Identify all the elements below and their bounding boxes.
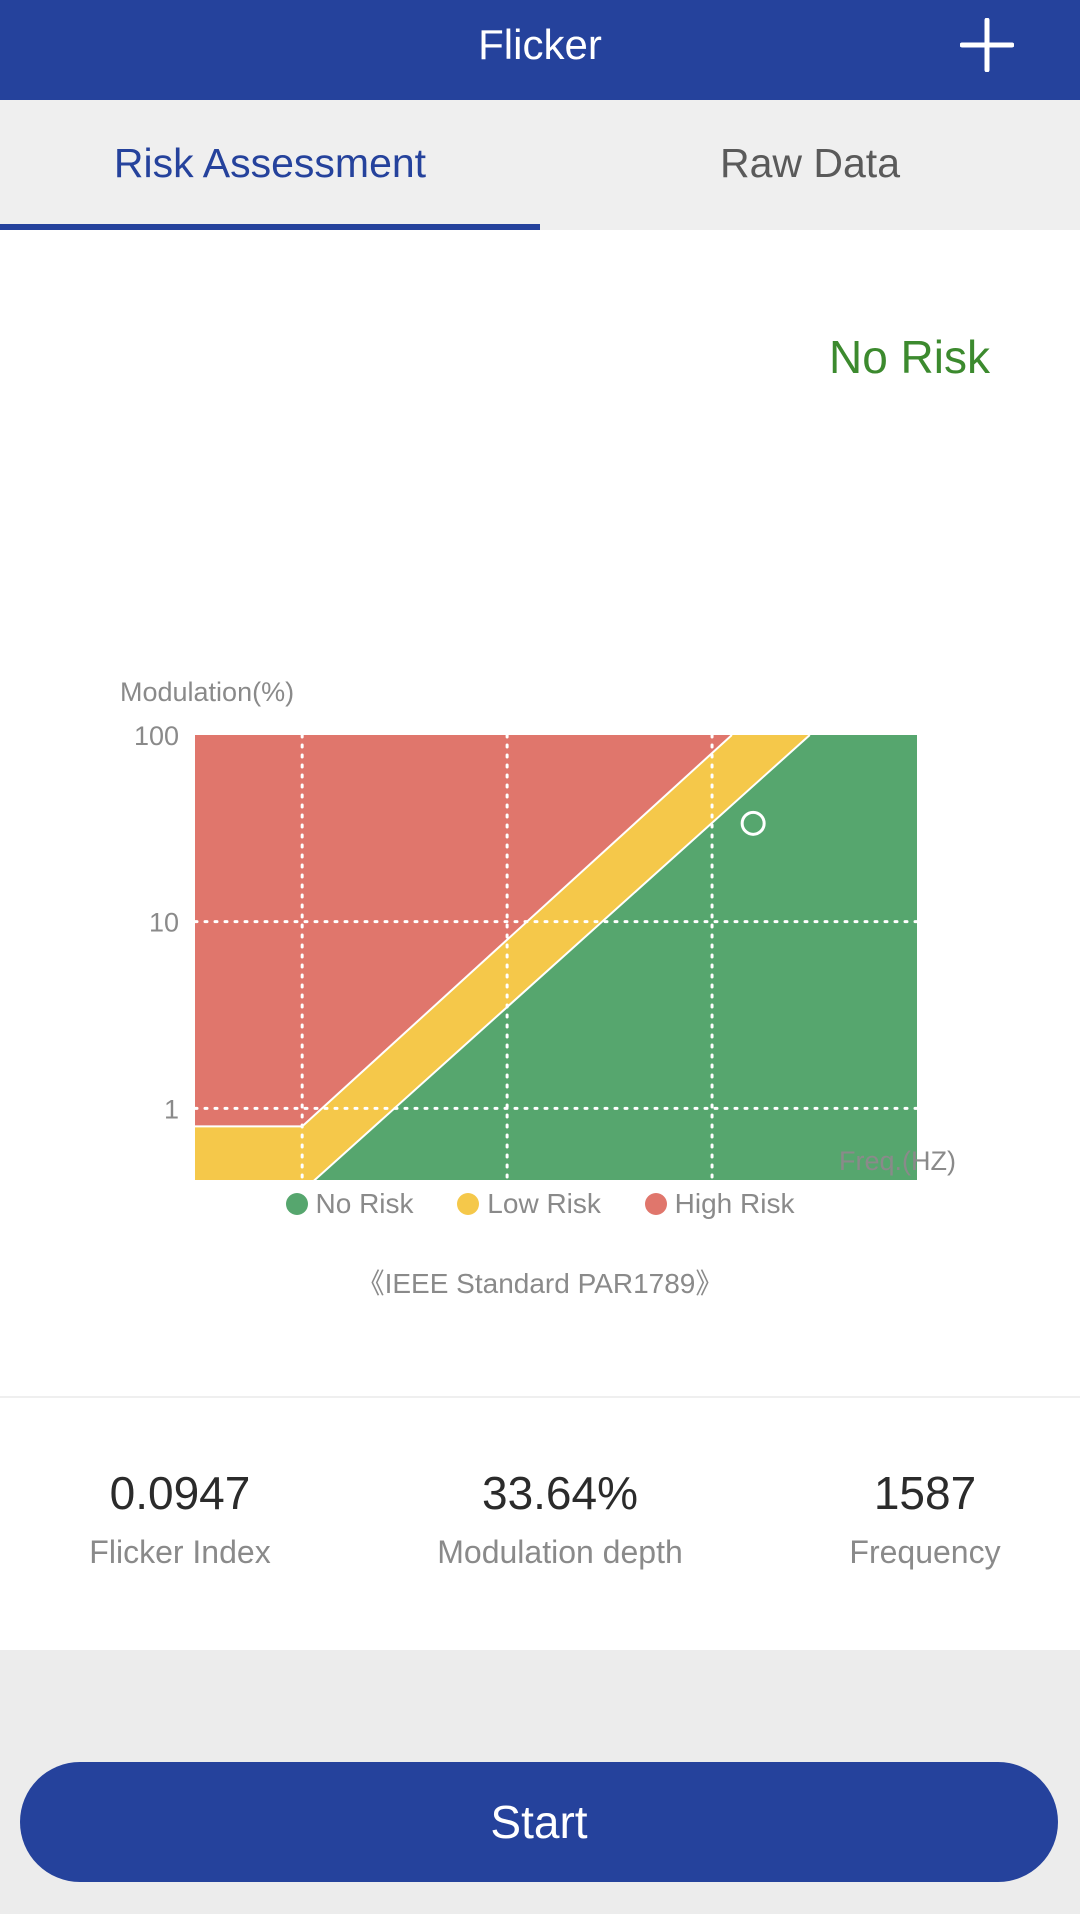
app-header: Flicker [0, 0, 1080, 100]
low-risk-region [195, 735, 810, 1180]
y-tick-label: 100 [134, 721, 179, 751]
metric-value: 0.0947 [109, 1467, 251, 1519]
metric-value: 1587 [873, 1467, 977, 1519]
red-dot-icon [644, 1193, 667, 1215]
tab-risk-assessment[interactable]: Risk Assessment [113, 140, 427, 186]
y-axis-label: Modulation(%) [120, 677, 294, 707]
legend-item-no-risk: No Risk [285, 1188, 414, 1220]
standard-reference: 《IEEE Standard PAR1789》 [356, 1268, 724, 1299]
measurement-marker [740, 810, 766, 836]
flicker-risk-chart: Modulation(%) 3101001000100001001010.1 F… [120, 677, 956, 1180]
plus-icon[interactable] [960, 18, 1014, 72]
tab-raw-data[interactable]: Raw Data [719, 140, 900, 186]
divider [0, 1396, 1080, 1398]
x-axis-label: Freq.(HZ) [839, 1146, 956, 1176]
metric-label: Frequency [849, 1534, 1001, 1570]
risk-status-label: No Risk [828, 331, 990, 383]
metric-modulation-depth: 33.64% Modulation depth [380, 1466, 740, 1571]
metric-label: Modulation depth [437, 1534, 683, 1570]
legend-item-low-risk: Low Risk [457, 1188, 601, 1220]
legend-label: No Risk [315, 1188, 414, 1219]
no-risk-region [314, 735, 917, 1180]
legend-label: Low Risk [487, 1188, 601, 1219]
y-tick-label: 10 [149, 908, 179, 938]
active-tab-indicator [0, 224, 540, 230]
legend-item-high-risk: High Risk [644, 1188, 795, 1220]
chart-legend: No Risk Low Risk High Risk [0, 1188, 1080, 1222]
legend-label: High Risk [674, 1188, 795, 1219]
tab-bar: Risk Assessment Raw Data [0, 100, 1080, 230]
high-risk-region [195, 735, 732, 1127]
start-button[interactable]: Start [20, 1762, 1058, 1882]
app-title: Flicker [478, 21, 602, 68]
metric-flicker-index: 0.0947 Flicker Index [0, 1466, 360, 1571]
metric-frequency: 1587 Frequency [745, 1466, 1080, 1571]
metric-value: 33.64% [481, 1467, 638, 1519]
yellow-dot-icon [457, 1193, 480, 1215]
no-risk-boundary-line [313, 734, 811, 1180]
risk-assessment-panel: No Risk Modulation(%) 310100100010000100… [0, 230, 1080, 1650]
y-tick-label: 1 [164, 1094, 179, 1124]
metric-label: Flicker Index [89, 1534, 271, 1570]
green-dot-icon [285, 1193, 308, 1215]
